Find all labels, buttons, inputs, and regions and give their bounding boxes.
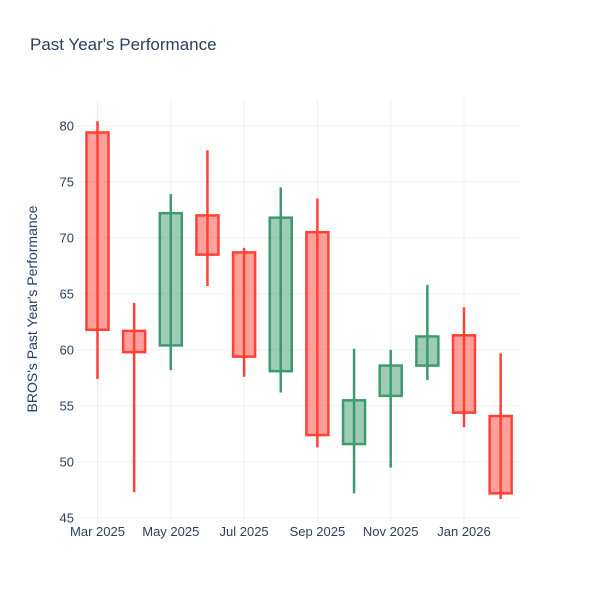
y-tick-label: 80	[60, 118, 74, 133]
x-tick-label: Nov 2025	[363, 524, 419, 539]
x-tick-label: Mar 2025	[70, 524, 125, 539]
candle-oct-2025[interactable]	[341, 348, 367, 494]
y-tick-label: 75	[60, 174, 74, 189]
candle-jul-2025[interactable]	[231, 247, 257, 377]
candle-jan-2026[interactable]	[451, 307, 477, 428]
axis-tick-labels: 45 50 55 60 65 70 75 80 Mar 2025 May 2025 Jul 2025…	[60, 118, 491, 539]
x-tick-label: Jul 2025	[220, 524, 269, 539]
candle-aug-2025[interactable]	[268, 187, 293, 393]
y-tick-label: 55	[60, 398, 74, 413]
candle-mar-2025[interactable]	[85, 121, 110, 380]
candle-body	[121, 329, 147, 354]
y-tick-label: 70	[60, 230, 74, 245]
candle-body	[488, 414, 513, 495]
plot-area[interactable]	[83, 100, 520, 518]
candle-body	[341, 399, 367, 446]
candle-body	[415, 335, 440, 367]
x-tick-label: May 2025	[142, 524, 199, 539]
y-tick-label: 45	[60, 511, 74, 526]
candle-nov-2025[interactable]	[378, 349, 403, 468]
x-tick-label: Jan 2026	[437, 524, 491, 539]
candle-body	[305, 230, 330, 437]
candles-layer	[85, 121, 513, 499]
candle-body	[451, 334, 477, 414]
candle-body	[195, 214, 220, 256]
candle-apr-2025[interactable]	[121, 302, 147, 493]
y-tick-label: 60	[60, 342, 74, 357]
candle-feb-2026[interactable]	[488, 353, 513, 499]
candle-body	[378, 364, 403, 398]
candle-body	[85, 131, 110, 331]
candle-sep-2025[interactable]	[305, 198, 330, 448]
candle-dec-2025[interactable]	[415, 284, 440, 381]
candle-may-2025[interactable]	[158, 194, 184, 371]
y-axis-title: BROS's Past Year's Performance	[24, 205, 40, 412]
y-tick-label: 50	[60, 454, 74, 469]
candle-jun-2025[interactable]	[195, 150, 220, 287]
x-tick-label: Sep 2025	[290, 524, 346, 539]
y-tick-label: 65	[60, 286, 74, 301]
candle-body	[268, 216, 293, 373]
candle-body	[158, 211, 184, 347]
candle-body	[231, 251, 257, 358]
chart-title: Past Year's Performance	[30, 35, 217, 54]
